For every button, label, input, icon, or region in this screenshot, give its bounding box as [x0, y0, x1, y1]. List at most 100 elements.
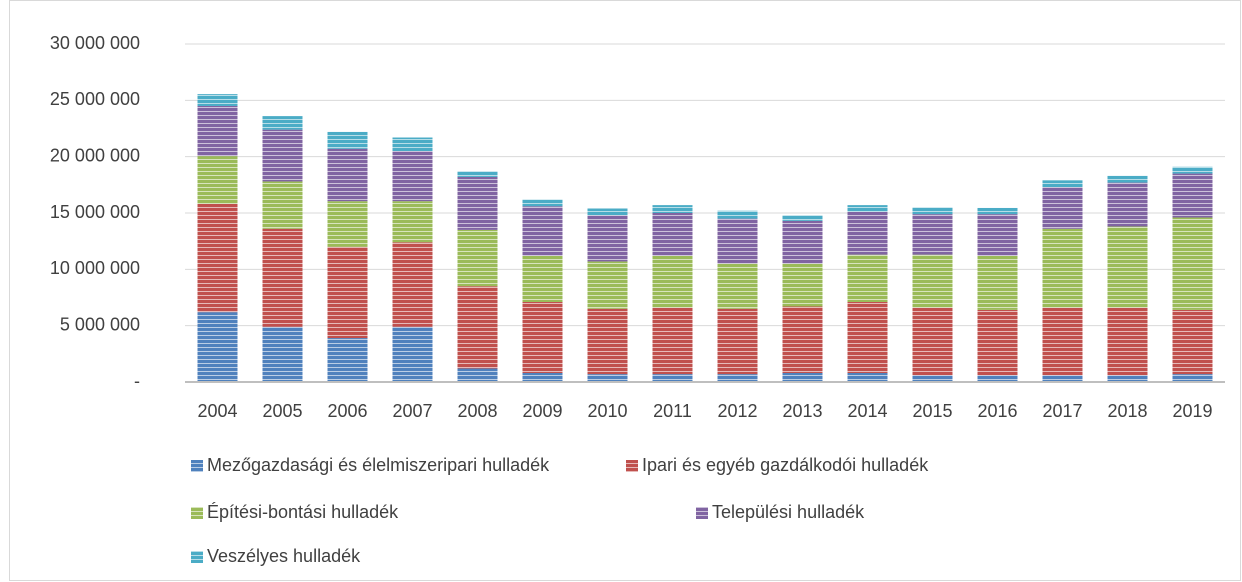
- x-tick-label: 2011: [653, 401, 692, 421]
- bar-segment: [392, 137, 433, 152]
- bar-segment: [912, 307, 953, 376]
- bar-segment: [1172, 173, 1213, 218]
- bar-segment: [197, 312, 238, 382]
- bar-segment: [847, 254, 888, 303]
- bar-segment: [587, 215, 628, 262]
- bar-segment: [197, 156, 238, 204]
- legend-swatch: [626, 460, 638, 472]
- bar-segment: [197, 105, 238, 157]
- bar-segment: [782, 263, 823, 307]
- bar-segment: [1042, 228, 1083, 308]
- bar-segment: [782, 215, 823, 221]
- bar-segment: [1107, 226, 1148, 308]
- bar-segment: [587, 374, 628, 382]
- bar-segment: [652, 374, 693, 382]
- bar-segment: [977, 214, 1018, 256]
- x-tick-label: 2009: [522, 401, 562, 421]
- bar-segment: [327, 246, 368, 339]
- bar-segment: [1107, 182, 1148, 227]
- legend-swatch: [696, 507, 708, 519]
- bar-segment: [587, 261, 628, 309]
- bar-segment: [262, 116, 303, 130]
- bar-segment: [1172, 166, 1213, 174]
- bar-segment: [522, 302, 563, 373]
- legend-label: Ipari és egyéb gazdálkodói hulladék: [642, 455, 929, 475]
- bar-segment: [977, 309, 1018, 376]
- bar-segment: [717, 218, 758, 264]
- legend-label: Mezőgazdasági és élelmiszeripari hulladé…: [207, 455, 550, 475]
- bar-segment: [847, 372, 888, 382]
- y-tick-label: 20 000 000: [50, 145, 140, 165]
- bar-segment: [522, 206, 563, 256]
- bar-segment: [522, 372, 563, 382]
- bar-segment: [717, 308, 758, 375]
- bar-segment: [1042, 375, 1083, 382]
- y-tick-label: 5 000 000: [60, 314, 140, 334]
- bar-segment: [652, 205, 693, 213]
- legend-label: Veszélyes hulladék: [207, 546, 361, 566]
- bar-segment: [392, 201, 433, 243]
- x-tick-label: 2017: [1042, 401, 1082, 421]
- x-tick-label: 2012: [717, 401, 757, 421]
- bar-segment: [1172, 374, 1213, 382]
- bar-segment: [847, 211, 888, 255]
- bar-segment: [457, 368, 498, 382]
- bar-segment: [977, 255, 1018, 310]
- bar-segment: [847, 205, 888, 212]
- bar-segment: [1107, 307, 1148, 376]
- bar-segment: [522, 199, 563, 207]
- bar-segment: [457, 176, 498, 230]
- x-tick-label: 2015: [912, 401, 952, 421]
- legend-swatch: [191, 460, 203, 472]
- y-tick-label: 15 000 000: [50, 202, 140, 222]
- x-tick-label: 2013: [782, 401, 822, 421]
- bar-segment: [717, 263, 758, 309]
- legend-swatch: [191, 507, 203, 519]
- bar-segment: [1042, 307, 1083, 376]
- x-tick-label: 2018: [1107, 401, 1147, 421]
- bar-segment: [912, 254, 953, 308]
- bar-segment: [1172, 309, 1213, 375]
- y-tick-label: 30 000 000: [50, 33, 140, 53]
- bar-segment: [1172, 217, 1213, 310]
- bar-segment: [262, 129, 303, 182]
- x-tick-label: 2014: [847, 401, 887, 421]
- bar-segment: [717, 374, 758, 382]
- x-tick-label: 2007: [392, 401, 432, 421]
- bar-segment: [782, 306, 823, 373]
- x-tick-label: 2005: [262, 401, 302, 421]
- x-tick-label: 2010: [587, 401, 627, 421]
- bar-segment: [522, 255, 563, 303]
- bar-segment: [1107, 375, 1148, 382]
- bar-segment: [1107, 175, 1148, 183]
- x-tick-label: 2004: [197, 401, 237, 421]
- bar-segment: [457, 286, 498, 369]
- bar-segment: [1042, 180, 1083, 188]
- bar-segment: [392, 151, 433, 202]
- y-tick-label: 10 000 000: [50, 258, 140, 278]
- bar-segment: [392, 242, 433, 327]
- legend-label: Települési hulladék: [712, 502, 865, 522]
- legend-label: Építési-bontási hulladék: [207, 502, 399, 522]
- y-tick-label: -: [134, 371, 140, 391]
- x-tick-label: 2016: [977, 401, 1017, 421]
- bar-segment: [327, 201, 368, 247]
- bar-segment: [587, 208, 628, 216]
- bar-segment: [197, 203, 238, 313]
- bar-segment: [197, 94, 238, 106]
- legend-swatch: [191, 551, 203, 563]
- bar-segment: [652, 213, 693, 256]
- bar-segment: [782, 372, 823, 382]
- bar-segment: [977, 207, 1018, 215]
- bar-segment: [652, 307, 693, 375]
- bar-segment: [912, 375, 953, 382]
- bar-segment: [457, 171, 498, 177]
- bar-segment: [847, 302, 888, 373]
- bar-segment: [392, 326, 433, 382]
- bar-segment: [1042, 187, 1083, 229]
- bar-segment: [912, 207, 953, 215]
- bar-segment: [457, 229, 498, 287]
- x-tick-label: 2019: [1172, 401, 1212, 421]
- bar-segment: [782, 220, 823, 264]
